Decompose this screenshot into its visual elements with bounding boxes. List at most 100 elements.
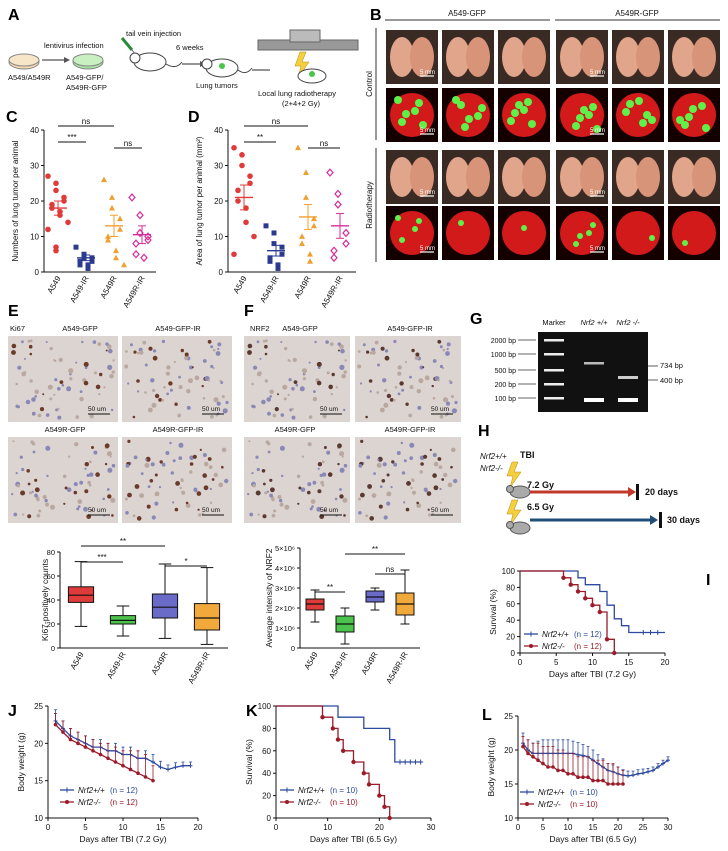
legend-n: (n = 12) — [110, 798, 138, 807]
cell-nucleus — [405, 402, 409, 406]
lung-lobe — [580, 157, 604, 197]
cell-nucleus — [61, 383, 65, 387]
cell-nucleus — [432, 453, 437, 457]
data-point — [89, 258, 95, 264]
data-point — [616, 782, 620, 786]
cell-nucleus — [77, 499, 83, 504]
cell-nucleus — [28, 344, 33, 349]
cell-nucleus — [88, 484, 92, 487]
ihc-micrograph — [244, 336, 350, 422]
chart-k: K 0 20 40 60 80 100 0 10 20 30 Days after TBI (6.5 … — [244, 702, 436, 844]
cell-nucleus — [203, 461, 209, 467]
f-g4-label: A549R-GFP-IR — [385, 425, 436, 434]
cell-nucleus — [303, 372, 306, 375]
cell-nucleus — [429, 448, 432, 451]
cell-nucleus — [34, 478, 38, 482]
cell-nucleus — [403, 459, 407, 463]
cell-nucleus — [404, 360, 407, 364]
cell-nucleus — [291, 387, 295, 391]
cell-nucleus — [216, 401, 221, 406]
cell-nucleus — [86, 473, 90, 477]
lung-lobe — [446, 157, 470, 197]
a-weeks-label: 6 weeks — [176, 43, 204, 52]
significance-label: *** — [97, 553, 106, 562]
gfp-tumor-spot — [524, 98, 532, 106]
data-point — [239, 162, 245, 169]
cell-nucleus — [25, 399, 31, 405]
panel-letter: I — [706, 572, 710, 589]
data-point — [113, 760, 118, 764]
cell-nucleus — [247, 350, 252, 355]
cell-nucleus — [64, 486, 68, 490]
data-point — [117, 215, 123, 222]
cell-nucleus — [149, 479, 154, 483]
panel-letter: D — [188, 109, 200, 126]
y-tick-label: 5×10⁶ — [275, 544, 295, 553]
cell-nucleus — [45, 341, 48, 343]
cell-nucleus — [112, 359, 115, 362]
x-tick-label: 0 — [516, 823, 521, 832]
gfp-tumor-spot — [685, 113, 693, 121]
data-point — [303, 169, 309, 175]
data-point — [117, 226, 123, 232]
lung-lobe — [466, 37, 490, 77]
cell-nucleus — [209, 501, 213, 504]
cell-nucleus — [298, 486, 302, 490]
cell-nucleus — [69, 372, 73, 375]
cell-nucleus — [207, 379, 211, 382]
a-injection-label: tail vein injection — [126, 29, 181, 38]
x-tick-label: A549-IR — [68, 274, 91, 304]
cell-nucleus — [202, 473, 207, 478]
cell-nucleus — [368, 379, 373, 383]
cell-nucleus — [386, 393, 392, 399]
cell-nucleus — [321, 460, 325, 464]
y-axis-label: Survival (%) — [244, 739, 254, 785]
cell-nucleus — [378, 504, 383, 509]
cell-nucleus — [221, 465, 224, 469]
cell-nucleus — [108, 348, 113, 354]
cell-nucleus — [302, 377, 306, 381]
cell-nucleus — [29, 339, 33, 343]
cell-nucleus — [258, 371, 262, 375]
cell-nucleus — [447, 482, 453, 488]
cell-nucleus — [406, 481, 411, 486]
cell-nucleus — [290, 407, 294, 411]
cell-nucleus — [91, 446, 94, 449]
gfp-tumor-spot — [698, 102, 706, 110]
x-tick-label: 10 — [564, 823, 573, 832]
cell-nucleus — [326, 450, 331, 455]
cell-nucleus — [185, 501, 189, 505]
g-band1-label: 734 bp — [660, 361, 683, 370]
cell-nucleus — [37, 413, 42, 418]
a-cells-labeled-1: A549-GFP/ — [66, 73, 104, 82]
cell-nucleus — [365, 514, 369, 518]
y-tick-label: 100 — [258, 702, 272, 711]
x-tick-label: 5 — [541, 823, 546, 832]
gfp-tumor-spot — [416, 218, 422, 224]
scale-bar-label: 50 um — [88, 507, 106, 514]
cell-nucleus — [437, 379, 440, 382]
data-point — [235, 198, 241, 204]
cell-nucleus — [111, 463, 116, 468]
cell-nucleus — [379, 407, 385, 413]
data-point — [556, 768, 560, 773]
arrowhead-icon — [64, 57, 70, 63]
mouse-icon — [129, 52, 183, 72]
data-point — [85, 265, 91, 271]
cell-nucleus — [399, 381, 404, 386]
data-point — [330, 253, 338, 263]
gfp-tumor-spot — [590, 222, 596, 228]
event-marker — [597, 609, 602, 615]
cell-nucleus — [358, 464, 363, 468]
cell-nucleus — [426, 491, 432, 496]
cell-nucleus — [213, 397, 219, 403]
e-g1-label: A549-GFP — [62, 324, 97, 333]
cell-nucleus — [42, 393, 45, 396]
cell-nucleus — [45, 445, 51, 451]
event-marker — [320, 715, 325, 720]
data-point — [243, 219, 249, 226]
y-axis-label: Average intensity of NRF2 — [264, 548, 274, 647]
x-tick-label: 0 — [518, 658, 523, 667]
legend-n: (n = 12) — [574, 642, 602, 651]
cell-nucleus — [383, 515, 388, 520]
